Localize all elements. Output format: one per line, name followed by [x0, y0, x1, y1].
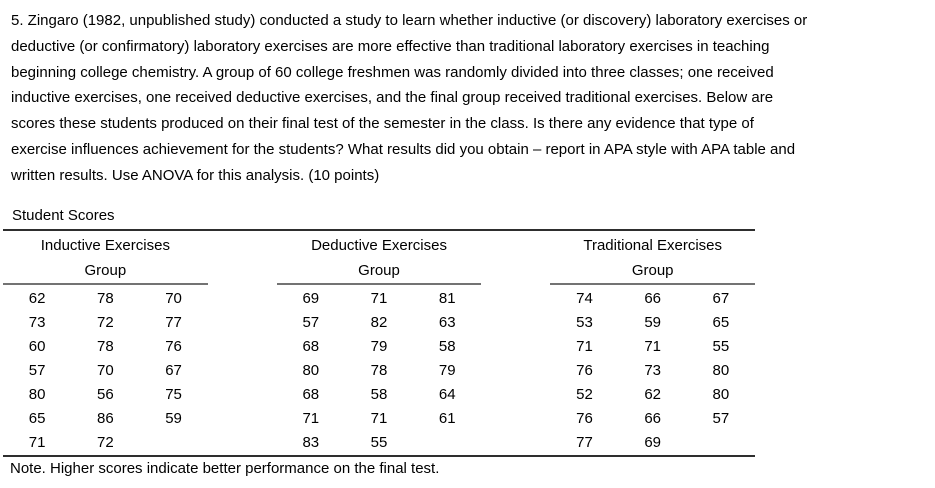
- score-cell: 71: [576, 338, 593, 355]
- group-header: Deductive Exercises: [311, 237, 447, 254]
- score-cell: 57: [302, 314, 320, 331]
- score-cell: 59: [644, 314, 662, 331]
- score-cell: 77: [165, 314, 182, 331]
- group-subheader: Group: [358, 262, 400, 279]
- score-cell: 79: [370, 338, 388, 355]
- student-scores-table: Student Scores Inductive Exercises Group…: [3, 203, 756, 480]
- score-cell: 53: [576, 314, 593, 331]
- group-subheader: Group: [84, 262, 127, 279]
- score-cell: [139, 431, 207, 455]
- score-cell: 78: [370, 362, 388, 379]
- table-title: Student Scores: [12, 207, 115, 224]
- score-cell: 66: [644, 290, 662, 307]
- score-cell: 76: [165, 338, 182, 355]
- score-cell: 86: [96, 410, 114, 427]
- group-header: Inductive Exercises: [40, 237, 170, 254]
- table-top-rule: [3, 229, 755, 231]
- group-rule: [550, 283, 756, 285]
- score-cell: 59: [165, 410, 182, 427]
- score-cell: [413, 431, 481, 455]
- score-cell: 67: [712, 290, 730, 307]
- score-cell: 71: [28, 434, 46, 451]
- score-cell: 55: [712, 338, 730, 355]
- score-cell: 65: [712, 314, 730, 331]
- score-cell: 71: [302, 410, 320, 427]
- score-cell: 80: [712, 362, 730, 379]
- score-cell: 71: [370, 410, 388, 427]
- score-cell: 57: [28, 362, 46, 379]
- score-cell: 63: [438, 314, 456, 331]
- score-cell: 82: [370, 314, 388, 331]
- score-cell: 61: [438, 410, 456, 427]
- score-cell: 52: [576, 386, 593, 403]
- group-rule: [276, 283, 482, 285]
- score-cell: 70: [96, 362, 114, 379]
- score-cell: 62: [644, 386, 662, 403]
- score-cell: 72: [96, 434, 114, 451]
- score-cell: 73: [28, 314, 46, 331]
- score-cell: 74: [576, 290, 593, 307]
- group-inductive: Inductive Exercises Group 62 78 70 73 72 77 60…: [3, 233, 208, 455]
- table-note: Note. Higher scores indicate better perf…: [10, 460, 440, 477]
- score-cell: 70: [165, 290, 182, 307]
- group-header: Traditional Exercises: [583, 237, 723, 254]
- score-cell: 77: [576, 434, 593, 451]
- score-cell: 71: [370, 290, 388, 307]
- question-text: 5. Zingaro (1982, unpublished study) con…: [11, 12, 808, 184]
- score-cell: 80: [712, 386, 730, 403]
- table-groups-row: Inductive Exercises Group 62 78 70 73 72 77 60…: [3, 233, 756, 455]
- score-cell: 62: [28, 290, 46, 307]
- score-cell: 78: [96, 290, 114, 307]
- score-cell: 72: [96, 314, 114, 331]
- table-bottom-rule: [3, 455, 755, 457]
- score-cell: 58: [438, 338, 456, 355]
- score-cell: 76: [576, 410, 593, 427]
- score-cell: 76: [576, 362, 593, 379]
- score-cell: 56: [96, 386, 114, 403]
- score-cell: 80: [28, 386, 46, 403]
- score-cell: 75: [165, 386, 182, 403]
- score-cell: 81: [438, 290, 456, 307]
- score-cell: 67: [165, 362, 182, 379]
- score-cell: 68: [302, 338, 320, 355]
- score-cell: 73: [644, 362, 662, 379]
- score-grid-inductive: 62 78 70 73 72 77 60 78 76 57 70 67 80 56 75 65 86 59 71 72: [3, 287, 208, 455]
- score-cell: 79: [438, 362, 456, 379]
- score-cell: 57: [712, 410, 730, 427]
- score-cell: 64: [438, 386, 456, 403]
- score-cell: 71: [644, 338, 662, 355]
- score-grid-traditional: 74 66 67 53 59 65 71 71 55 76 73 80 52 62 80 76 66 57 77 69: [550, 287, 755, 455]
- score-cell: 66: [644, 410, 662, 427]
- group-subheader: Group: [631, 262, 674, 279]
- score-cell: [687, 431, 755, 455]
- score-cell: 68: [302, 386, 320, 403]
- score-cell: 65: [28, 410, 46, 427]
- score-cell: 83: [302, 434, 320, 451]
- group-rule: [3, 283, 208, 285]
- score-grid-deductive: 69 71 81 57 82 63 68 79 58 80 78 79 68 58 64 71 71 61 83 55: [277, 287, 482, 455]
- score-cell: 78: [96, 338, 114, 355]
- score-cell: 69: [644, 434, 662, 451]
- score-cell: 58: [370, 386, 388, 403]
- score-cell: 55: [370, 434, 388, 451]
- score-cell: 80: [302, 362, 320, 379]
- score-cell: 60: [28, 338, 46, 355]
- score-cell: 69: [302, 290, 320, 307]
- group-deductive: Deductive Exercises Group 69 71 81 57 82 63 68…: [276, 233, 482, 455]
- group-traditional: Traditional Exercises Group 74 66 67 53 59 65…: [550, 233, 756, 455]
